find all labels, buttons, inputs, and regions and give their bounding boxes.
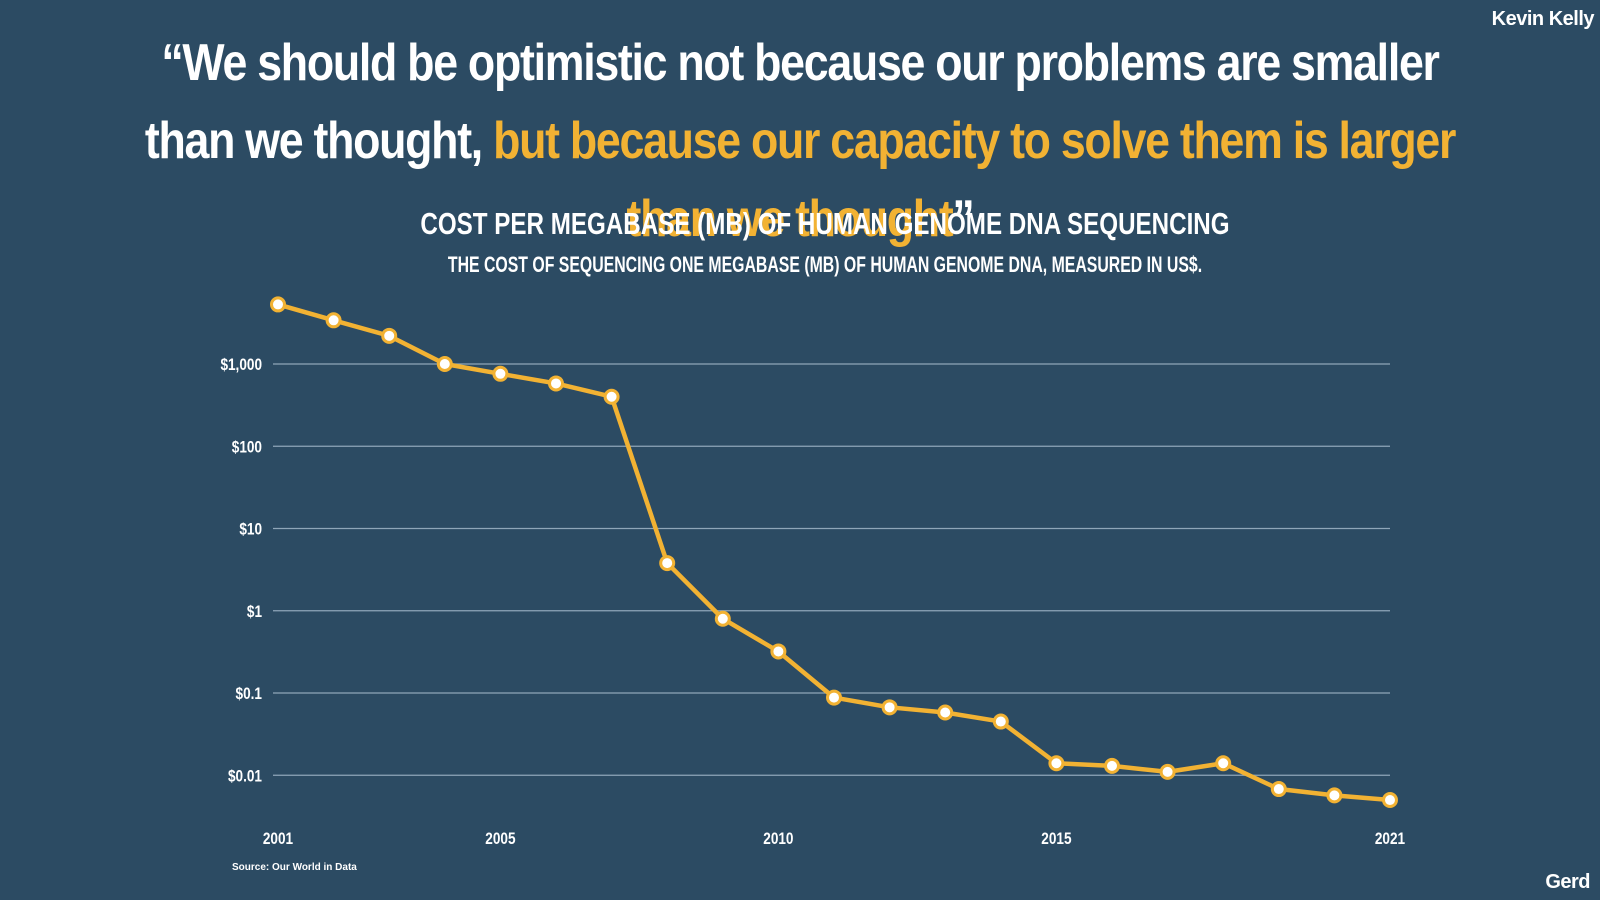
- data-point-2015: [1048, 755, 1065, 772]
- quote-part-1: We should be optimistic not because our …: [144, 34, 1440, 170]
- data-point-2007: [603, 388, 620, 405]
- x-tick-label: 2021: [1375, 830, 1406, 849]
- grid-lines: [273, 363, 1390, 776]
- data-point-2011: [826, 689, 842, 706]
- data-point-2001: [270, 296, 286, 313]
- source-note: Source: Our World in Data: [232, 862, 357, 873]
- chart-title: COST PER MEGABASE (MB) OF HUMAN GENOME D…: [420, 206, 1230, 241]
- y-tick-label: $1: [247, 602, 263, 621]
- x-tick-label: 2001: [263, 830, 294, 849]
- data-point-2018: [1215, 755, 1232, 772]
- y-tick-label: $100: [232, 438, 262, 457]
- data-point-2008: [659, 555, 676, 572]
- y-tick-label: $0.1: [236, 685, 263, 704]
- data-point-2010: [770, 643, 787, 660]
- data-point-2005: [492, 365, 509, 382]
- data-point-2004: [436, 356, 453, 373]
- y-axis-ticks: $1,000 $100 $10 $1 $0.1 $0.01: [220, 356, 262, 786]
- series-line: [275, 302, 1393, 803]
- data-point-2009: [714, 610, 731, 627]
- quote-open-mark: “: [161, 34, 183, 92]
- x-tick-label: 2005: [485, 830, 516, 849]
- chart-subtitle: THE COST OF SEQUENCING ONE MEGABASE (MB)…: [447, 252, 1203, 277]
- data-point-2019: [1270, 781, 1287, 798]
- quote-close-mark: ”: [952, 190, 974, 248]
- data-point-2003: [381, 327, 398, 344]
- data-point-2016: [1104, 757, 1120, 774]
- data-point-2013: [937, 704, 954, 721]
- data-point-2017: [1159, 763, 1176, 780]
- brand-logo: Gerd: [1545, 871, 1590, 893]
- y-tick-label: $10: [239, 520, 262, 539]
- data-point-2014: [992, 713, 1009, 730]
- y-tick-label: $0.01: [228, 767, 262, 786]
- data-point-2006: [548, 375, 564, 392]
- series-group: [270, 296, 1398, 809]
- data-point-2020: [1326, 787, 1343, 804]
- x-axis-ticks: 2001 2005 2010 2015 2021: [263, 830, 1406, 849]
- x-tick-label: 2015: [1041, 830, 1072, 849]
- quote-part-2-highlight: but because our capacity to solve them i…: [493, 112, 1456, 248]
- headline-quote: “We should be optimistic not because our…: [129, 24, 1471, 258]
- data-point-2012: [881, 699, 898, 716]
- data-point-2021: [1382, 792, 1398, 809]
- y-tick-label: $1,000: [220, 356, 262, 375]
- x-tick-label: 2010: [763, 830, 793, 849]
- data-point-2002: [325, 312, 342, 329]
- author-name: Kevin Kelly: [1491, 8, 1595, 30]
